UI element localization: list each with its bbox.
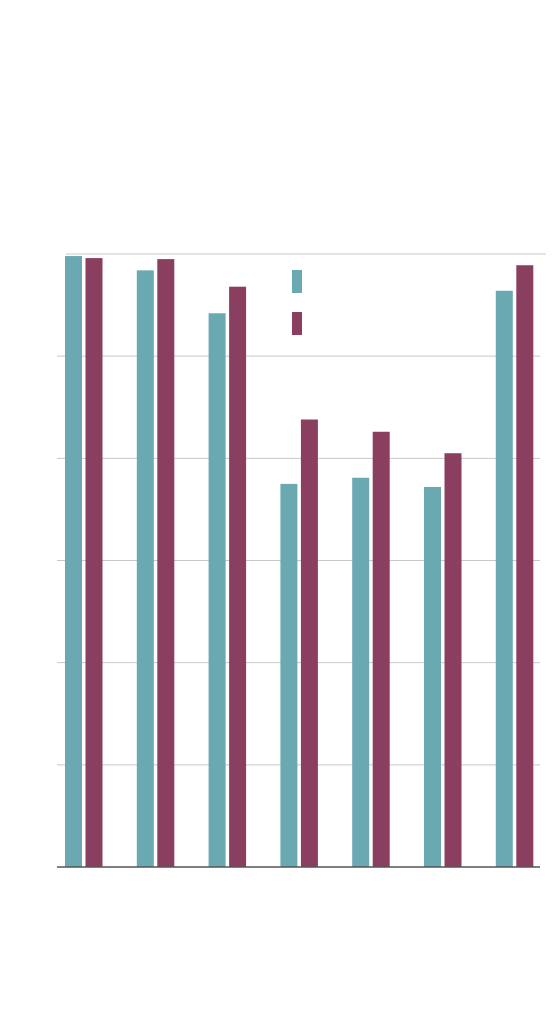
bar-series-1-group-3 (208, 313, 226, 867)
bar-series-1-group-1 (65, 256, 82, 867)
bar-series-2-group-4 (300, 419, 318, 867)
legend-swatch-series-1 (292, 270, 302, 293)
bar-series-1-group-5 (352, 477, 370, 867)
bar-series-2-group-7 (516, 265, 534, 867)
bars (65, 256, 534, 867)
bar-series-2-group-1 (85, 258, 103, 867)
bar-series-2-group-6 (444, 453, 462, 867)
bar-series-1-group-6 (424, 486, 441, 867)
legend (292, 270, 302, 335)
legend-swatch-series-2 (292, 312, 302, 335)
bar-series-2-group-5 (372, 431, 390, 867)
bar-series-1-group-4 (280, 483, 298, 867)
bar-series-1-group-2 (136, 270, 154, 867)
bar-series-1-group-7 (495, 290, 513, 867)
bar-series-2-group-2 (157, 259, 175, 867)
bar-series-2-group-3 (229, 286, 247, 867)
